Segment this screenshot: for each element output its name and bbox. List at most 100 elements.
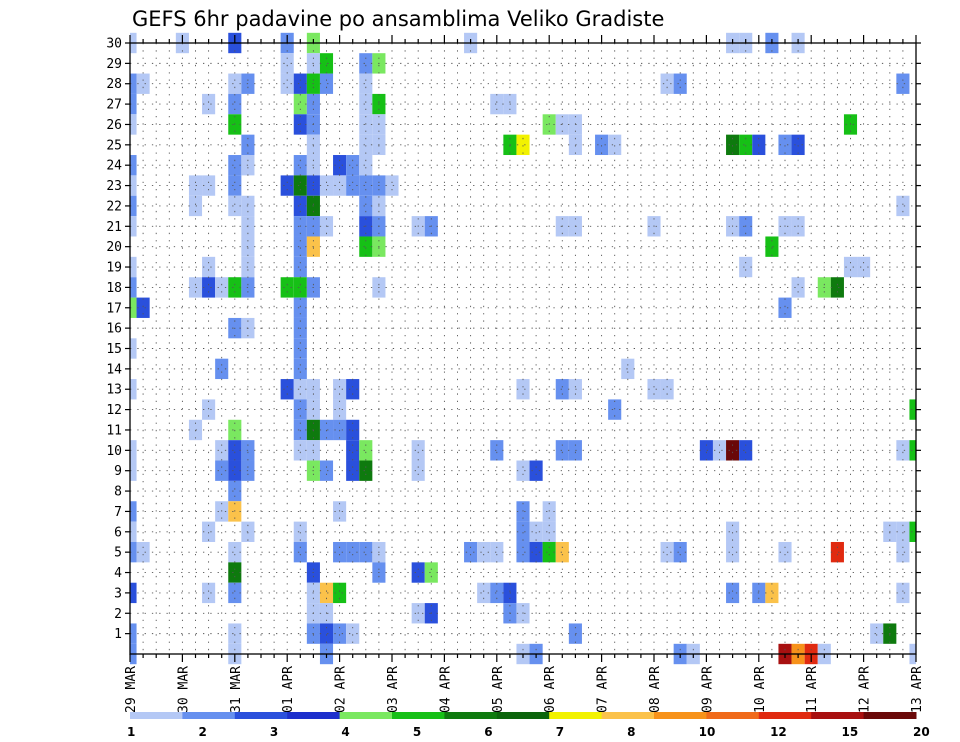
- heatmap-cell: [130, 93, 137, 115]
- y-tick-label: 25: [106, 138, 122, 153]
- x-tick-label: 06 APR: [543, 666, 558, 713]
- x-tick-label: 05 APR: [491, 666, 506, 713]
- heatmap-cell: [555, 379, 569, 400]
- heatmap-cell: [319, 582, 334, 604]
- heatmap-cell: [830, 541, 844, 563]
- y-tick-label: 21: [106, 220, 122, 235]
- colorbar-swatch: [811, 712, 865, 719]
- heatmap-cell: [909, 399, 916, 420]
- heatmap-cell: [130, 73, 137, 94]
- heatmap-cell: [359, 134, 373, 156]
- heatmap-cell: [516, 541, 530, 563]
- heatmap-cell: [411, 460, 425, 481]
- heatmap-cell: [870, 623, 884, 644]
- heatmap-cell: [726, 541, 740, 563]
- x-tick-label: 04 APR: [438, 666, 453, 713]
- heatmap-cell: [293, 277, 307, 298]
- y-tick-label: 3: [114, 586, 122, 601]
- heatmap-cell: [319, 623, 334, 644]
- heatmap-cell: [130, 216, 137, 237]
- y-tick-label: 30: [106, 37, 122, 52]
- y-tick-label: 9: [114, 464, 122, 479]
- heatmap-cell: [215, 277, 229, 298]
- heatmap-cell: [188, 277, 203, 298]
- heatmap-cell: [359, 93, 373, 115]
- heatmap-cell: [699, 440, 713, 461]
- heatmap-cell: [228, 541, 242, 563]
- colorbar-swatch: [496, 712, 550, 719]
- heatmap-cell: [346, 379, 360, 400]
- heatmap-cell: [293, 195, 307, 217]
- heatmap-cell: [843, 256, 858, 278]
- heatmap-cell: [333, 399, 347, 420]
- heatmap-cell: [130, 155, 137, 176]
- heatmap-cell: [130, 277, 137, 298]
- heatmap-cell: [490, 93, 504, 115]
- heatmap-cell: [791, 277, 805, 298]
- colorbar-label: 3: [270, 725, 278, 739]
- heatmap-cell: [188, 175, 203, 196]
- colorbar-label: 1: [127, 725, 135, 739]
- y-tick-label: 23: [106, 179, 122, 194]
- heatmap-cell: [293, 521, 307, 542]
- heatmap-cell: [490, 440, 504, 461]
- heatmap-cell: [130, 379, 137, 400]
- heatmap-cell: [228, 93, 242, 115]
- heatmap-cell: [346, 440, 360, 461]
- x-axis: 29 MAR 30 MAR 31 MAR 01 APR 02 APR 03 APR 04 A…: [124, 35, 925, 713]
- heatmap-cell: [909, 521, 916, 542]
- x-tick-label: 30 MAR: [176, 666, 191, 713]
- y-tick-label: 18: [106, 281, 122, 296]
- y-tick-label: 28: [106, 77, 122, 92]
- heatmap-cell: [830, 277, 844, 298]
- heatmap-cell: [896, 195, 910, 217]
- heatmap-cell: [136, 297, 150, 318]
- heatmap-cell: [359, 175, 373, 196]
- colorbar-swatch: [130, 712, 183, 719]
- heatmap-cell: [346, 541, 360, 563]
- heatmap-cell: [529, 521, 543, 542]
- heatmap-cell: [739, 256, 753, 278]
- heatmap-cell: [359, 440, 373, 461]
- heatmap-cell: [202, 582, 216, 604]
- heatmap-cell: [673, 73, 687, 94]
- y-tick-label: 5: [114, 546, 122, 561]
- colorbar-swatch: [654, 712, 707, 719]
- heatmap-cell: [359, 53, 373, 74]
- heatmap-cell: [136, 541, 150, 563]
- heatmap-cell: [359, 541, 373, 563]
- y-tick-label: 24: [106, 159, 122, 174]
- colorbar-label: 20: [913, 725, 930, 739]
- heatmap-cell: [739, 440, 753, 461]
- heatmap-cell: [477, 582, 491, 604]
- y-tick-label: 15: [106, 342, 122, 357]
- heatmap-cell: [712, 440, 727, 461]
- heatmap-cell: [202, 256, 216, 278]
- colorbar-label: 7: [556, 725, 564, 739]
- heatmap-cell: [739, 134, 753, 156]
- heatmap-cell: [280, 277, 294, 298]
- heatmap-cell: [660, 379, 674, 400]
- heatmap-cell: [621, 358, 635, 380]
- heatmap-cell: [293, 93, 307, 115]
- heatmap-cell: [555, 541, 569, 563]
- y-tick-label: 20: [106, 240, 122, 255]
- heatmap-cell: [896, 582, 910, 604]
- heatmap-cell: [516, 460, 530, 481]
- heatmap-cell: [228, 623, 242, 644]
- heatmap-cell: [293, 155, 307, 176]
- heatmap-cell: [359, 155, 373, 176]
- heatmap-cell: [130, 623, 137, 644]
- heatmap-cell: [411, 440, 425, 461]
- colorbar-swatch: [863, 712, 917, 719]
- y-tick-label: 4: [114, 566, 122, 581]
- heatmap-cell: [319, 53, 334, 74]
- chart-title: GEFS 6hr padavine po ansamblima Veliko G…: [132, 7, 664, 31]
- heatmap-cell: [896, 541, 910, 563]
- heatmap-cell: [333, 379, 347, 400]
- x-tick-label: 31 MAR: [229, 666, 244, 713]
- heatmap-cell: [130, 195, 137, 217]
- colorbar-label: 10: [699, 725, 716, 739]
- heatmap-cell: [516, 134, 530, 156]
- x-tick-label: 12 APR: [858, 666, 873, 713]
